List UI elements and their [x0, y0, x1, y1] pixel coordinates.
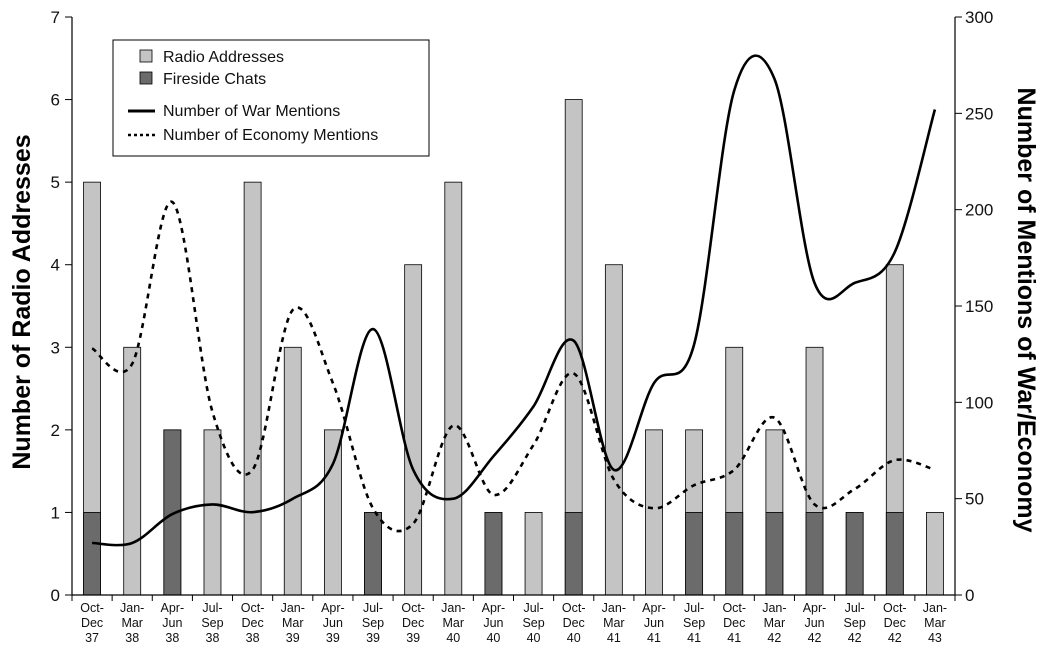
y-right-tick-label: 300 [965, 8, 993, 27]
bar-fireside-chats [885, 512, 904, 596]
y-right-tick-label: 250 [965, 104, 993, 123]
x-tick-label: Jan-Mar 43 [923, 601, 947, 645]
bar-radio-addresses [123, 346, 142, 596]
y-left-tick-label: 6 [51, 91, 60, 110]
bar-fireside-chats [83, 512, 101, 596]
bar-radio-addresses [243, 181, 262, 596]
x-tick-label: Jul-Sep 38 [201, 601, 223, 645]
lines-layer [91, 54, 937, 547]
y-right-tick-label: 50 [965, 490, 984, 509]
x-tick-label: Apr-Jun 42 [803, 601, 827, 645]
bar-radio-addresses [404, 264, 423, 596]
y-axis-left-title: Number of Radio Addresses [8, 134, 36, 469]
legend-label-war-mentions: Number of War Mentions [163, 103, 340, 120]
bars-layer [83, 99, 944, 596]
bar-fireside-chats [685, 512, 704, 596]
legend-swatch-radio-addresses [139, 49, 153, 63]
bar-radio-addresses [926, 512, 944, 596]
y-left-tick-label: 2 [51, 421, 60, 440]
bar-radio-addresses [645, 429, 663, 596]
line-war-mentions [92, 54, 937, 547]
y-axis-right-title: Number of Mentions of War/Economy [1012, 88, 1040, 533]
legend-label-economy-mentions: Number of Economy Mentions [163, 127, 378, 144]
x-tick-label: Jan-Mar 40 [441, 601, 465, 645]
y-left-tick-label: 1 [51, 503, 60, 522]
axes-layer: 0 1 2 3 4 5 6 7 0 50 100 150 200 250 300 [51, 8, 994, 605]
x-tick-label: Jul-Sep 39 [362, 601, 384, 645]
bar-fireside-chats [845, 512, 864, 596]
legend: Radio Addresses Fireside Chats Number of… [112, 39, 430, 157]
x-tick-label: Jul-Sep 41 [683, 601, 705, 645]
y-right-tick-label: 100 [965, 393, 993, 412]
x-tick-label: Oct-Dec 42 [883, 601, 907, 645]
bar-fireside-chats [484, 512, 503, 596]
y-right-tick-label: 150 [965, 297, 993, 316]
bar-fireside-chats [805, 512, 824, 596]
x-tick-label: Oct-Dec 39 [401, 601, 425, 645]
bar-fireside-chats [564, 512, 583, 596]
y-left-tick-label: 4 [51, 256, 60, 275]
bar-radio-addresses [323, 429, 342, 596]
bar-radio-addresses [203, 429, 222, 596]
x-tick-label: Apr-Jun 40 [482, 601, 506, 645]
line-economy-mentions [91, 200, 936, 533]
y-right-tick-label: 0 [965, 586, 974, 605]
y-left-tick-label: 3 [51, 338, 60, 357]
legend-label-radio-addresses: Radio Addresses [163, 49, 284, 66]
bar-fireside-chats [364, 512, 382, 596]
x-tick-label: Oct-Dec 37 [80, 601, 104, 645]
bar-radio-addresses [524, 512, 543, 596]
y-right-tick-label: 200 [965, 201, 993, 220]
x-tick-label: Jul-Sep 42 [844, 601, 866, 645]
bar-radio-addresses [444, 181, 463, 596]
x-tick-label: Jan-Mar 41 [602, 601, 626, 645]
legend-swatch-fireside-chats [139, 71, 153, 85]
x-tick-label: Oct-Dec 38 [241, 601, 265, 645]
x-tick-label: Oct-Dec 40 [562, 601, 586, 645]
x-tick-label: Jan-Mar 39 [281, 601, 305, 645]
bar-radio-addresses [283, 346, 302, 596]
bar-fireside-chats [765, 512, 784, 596]
x-tick-label: Apr-Jun 38 [161, 601, 185, 645]
x-tick-label: Jan-Mar 38 [120, 601, 144, 645]
x-tick-label: Jan-Mar 42 [762, 601, 786, 645]
x-tick-label: Apr-Jun 41 [642, 601, 666, 645]
y-left-tick-label: 5 [51, 173, 60, 192]
legend-box [112, 39, 430, 157]
x-tick-labels: Oct-Dec 37 Jan-Mar 38 Apr-Jun 38 Jul-Sep 38 Oct-… [80, 601, 947, 645]
y-left-tick-label: 0 [51, 586, 60, 605]
x-tick-label: Oct-Dec 41 [722, 601, 746, 645]
legend-label-fireside-chats: Fireside Chats [163, 71, 266, 88]
y-left-tick-label: 7 [51, 8, 60, 27]
bar-radio-addresses [604, 264, 623, 596]
bar-fireside-chats [725, 512, 744, 596]
x-tick-label: Jul-Sep 40 [522, 601, 544, 645]
x-tick-label: Apr-Jun 39 [321, 601, 345, 645]
